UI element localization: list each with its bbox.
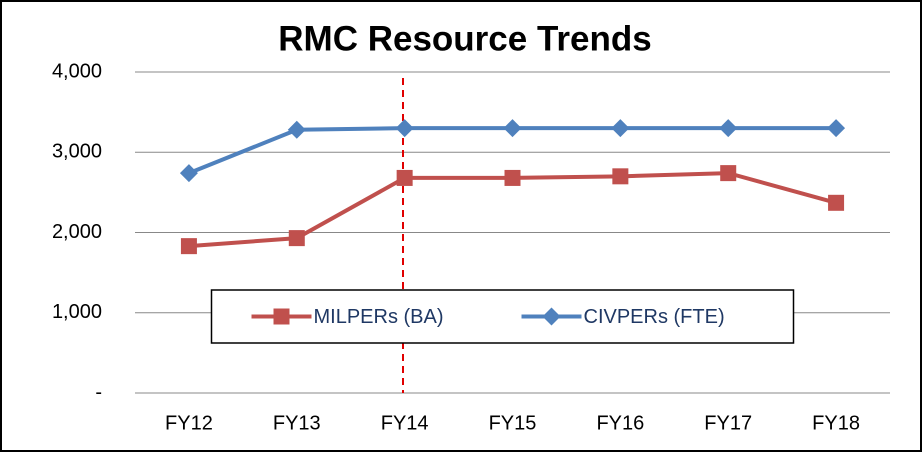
x-tick-label: FY12 bbox=[165, 412, 213, 434]
legend-marker bbox=[542, 307, 561, 326]
legend: MILPERs (BA) CIVPERs (FTE) bbox=[210, 289, 795, 344]
data-point bbox=[720, 165, 737, 182]
data-point bbox=[612, 168, 629, 185]
x-tick-label: FY17 bbox=[704, 412, 752, 434]
x-tick-label: FY18 bbox=[812, 412, 860, 434]
data-point bbox=[287, 120, 306, 139]
y-tick-label: 1,000 bbox=[52, 301, 102, 323]
x-tick-label: FY14 bbox=[381, 412, 429, 434]
legend-marker bbox=[273, 308, 290, 325]
data-point bbox=[396, 169, 413, 186]
y-tick-label: 4,000 bbox=[52, 60, 102, 82]
data-point bbox=[719, 119, 738, 138]
x-tick-label: FY16 bbox=[596, 412, 644, 434]
data-point bbox=[611, 119, 630, 138]
data-point bbox=[504, 169, 521, 186]
data-point bbox=[827, 119, 846, 138]
data-point bbox=[179, 164, 198, 183]
y-tick-label: 2,000 bbox=[52, 221, 102, 243]
legend-label: MILPERs (BA) bbox=[314, 306, 444, 328]
legend-label: CIVPERs (FTE) bbox=[584, 306, 725, 328]
x-tick-label: FY15 bbox=[489, 412, 537, 434]
data-point bbox=[288, 230, 305, 247]
data-point bbox=[180, 238, 197, 255]
data-point bbox=[395, 119, 414, 138]
data-point bbox=[828, 194, 845, 211]
y-tick-label: - bbox=[95, 381, 102, 403]
x-tick-label: FY13 bbox=[273, 412, 321, 434]
data-point bbox=[503, 119, 522, 138]
chart-title: RMC Resource Trends bbox=[278, 19, 651, 58]
y-tick-label: 3,000 bbox=[52, 141, 102, 163]
